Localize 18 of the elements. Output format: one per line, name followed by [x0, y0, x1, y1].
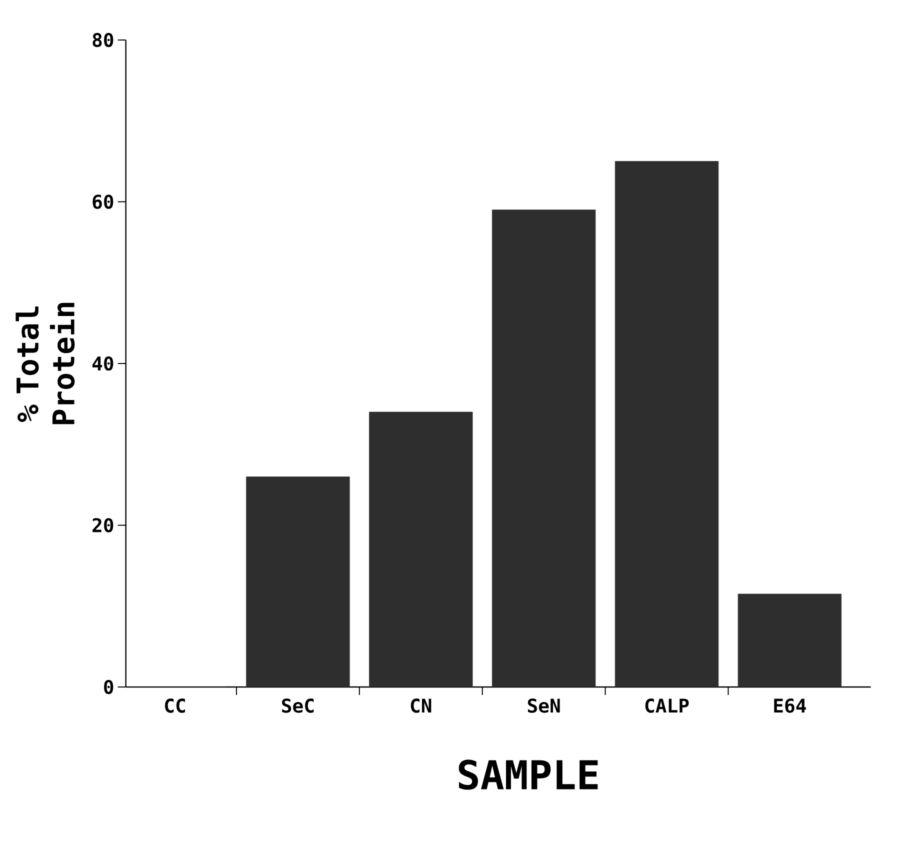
y-tick-label: 40 — [92, 356, 114, 371]
bar — [492, 210, 596, 687]
y-tick-label: 0 — [104, 680, 114, 694]
bar — [246, 476, 350, 687]
x-tick-label: CC — [165, 698, 185, 713]
y-axis-title: % Total Protein — [16, 302, 75, 424]
y-tick-label: 60 — [92, 194, 114, 209]
x-tick-label: SeN — [528, 698, 560, 713]
x-axis-title: SAMPLE — [458, 760, 598, 790]
y-tick-label: 20 — [92, 518, 114, 532]
bar — [614, 161, 719, 687]
y-tick-label: 80 — [92, 32, 114, 48]
x-tick-label: CALP — [645, 698, 689, 713]
bar — [738, 594, 842, 687]
x-tick-label: SeC — [282, 698, 314, 713]
bar — [369, 412, 473, 687]
x-tick-label: CN — [410, 698, 432, 713]
x-tick-label: E64 — [774, 698, 806, 713]
